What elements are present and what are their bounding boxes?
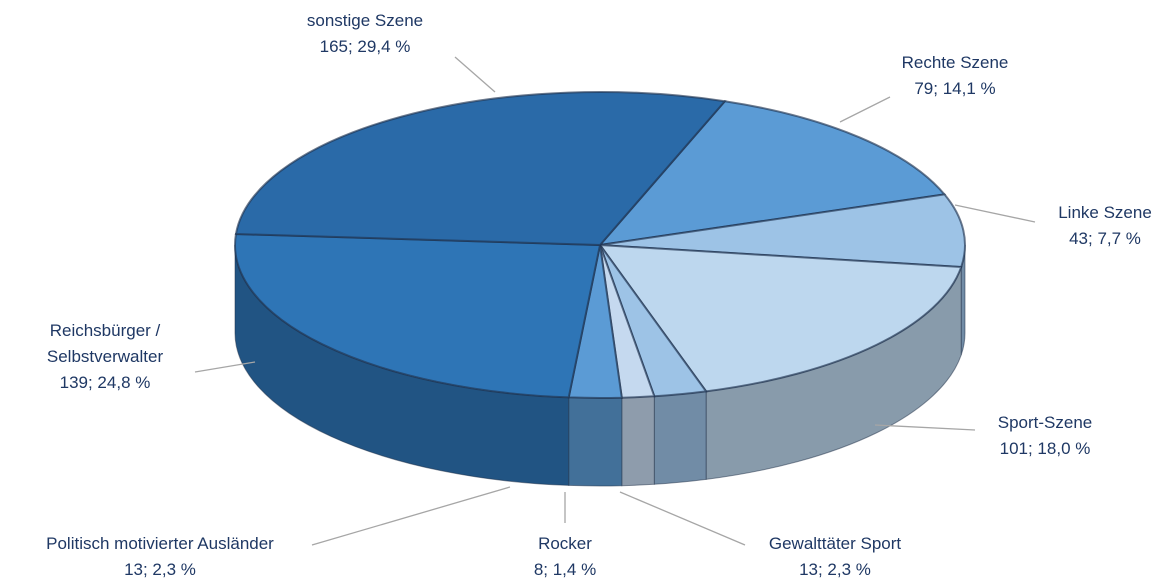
leader-line [194, 361, 256, 373]
slice-side [653, 390, 707, 485]
category-label: Sport-Szene [997, 413, 1093, 432]
data-label: Gewalttäter Sport 13; 2,3 % [769, 531, 901, 583]
data-label: Politisch motivierter Ausländer 13; 2,3 % [46, 531, 274, 583]
value-label: 139; 24,8 % [59, 373, 151, 392]
slice [597, 243, 963, 393]
slice [234, 232, 602, 399]
leader-line [311, 486, 511, 546]
value-label: 165; 29,4 % [319, 37, 411, 56]
value-label: 13; 2,3 % [799, 560, 871, 579]
slice [599, 193, 966, 269]
slice-side [568, 396, 623, 487]
value-label: 43; 7,7 % [1069, 229, 1141, 248]
leader-line [954, 204, 1036, 223]
slice [234, 91, 727, 247]
category-label: Reichsbürger / Selbstverwalter [46, 321, 164, 366]
value-label: 101; 18,0 % [999, 439, 1091, 458]
data-label: Rechte Szene 79; 14,1 % [902, 50, 1009, 102]
category-label: Rechte Szene [901, 53, 1009, 72]
value-label: 8; 1,4 % [533, 560, 597, 579]
leader-line [839, 96, 891, 123]
category-label: sonstige Szene [306, 11, 424, 30]
value-label: 79; 14,1 % [914, 79, 996, 98]
data-label: Linke Szene 43; 7,7 % [1058, 200, 1152, 252]
value-label: 13; 2,3 % [124, 560, 196, 579]
leader-line [619, 491, 746, 546]
leader-line [874, 424, 976, 431]
data-label: Rocker 8; 1,4 % [534, 531, 596, 583]
category-label: Gewalttäter Sport [768, 534, 902, 553]
category-label: Linke Szene [1058, 203, 1152, 222]
slice-side [621, 395, 655, 487]
category-label: Rocker [538, 534, 592, 553]
data-label: Reichsbürger / Selbstverwalter 139; 24,8 … [20, 318, 190, 396]
data-label: Sport-Szene 101; 18,0 % [998, 410, 1093, 462]
leader-line [454, 56, 496, 93]
slice [597, 100, 947, 247]
category-label: Politisch motivierter Ausländer [46, 534, 274, 553]
data-label: sonstige Szene 165; 29,4 % [307, 8, 423, 60]
